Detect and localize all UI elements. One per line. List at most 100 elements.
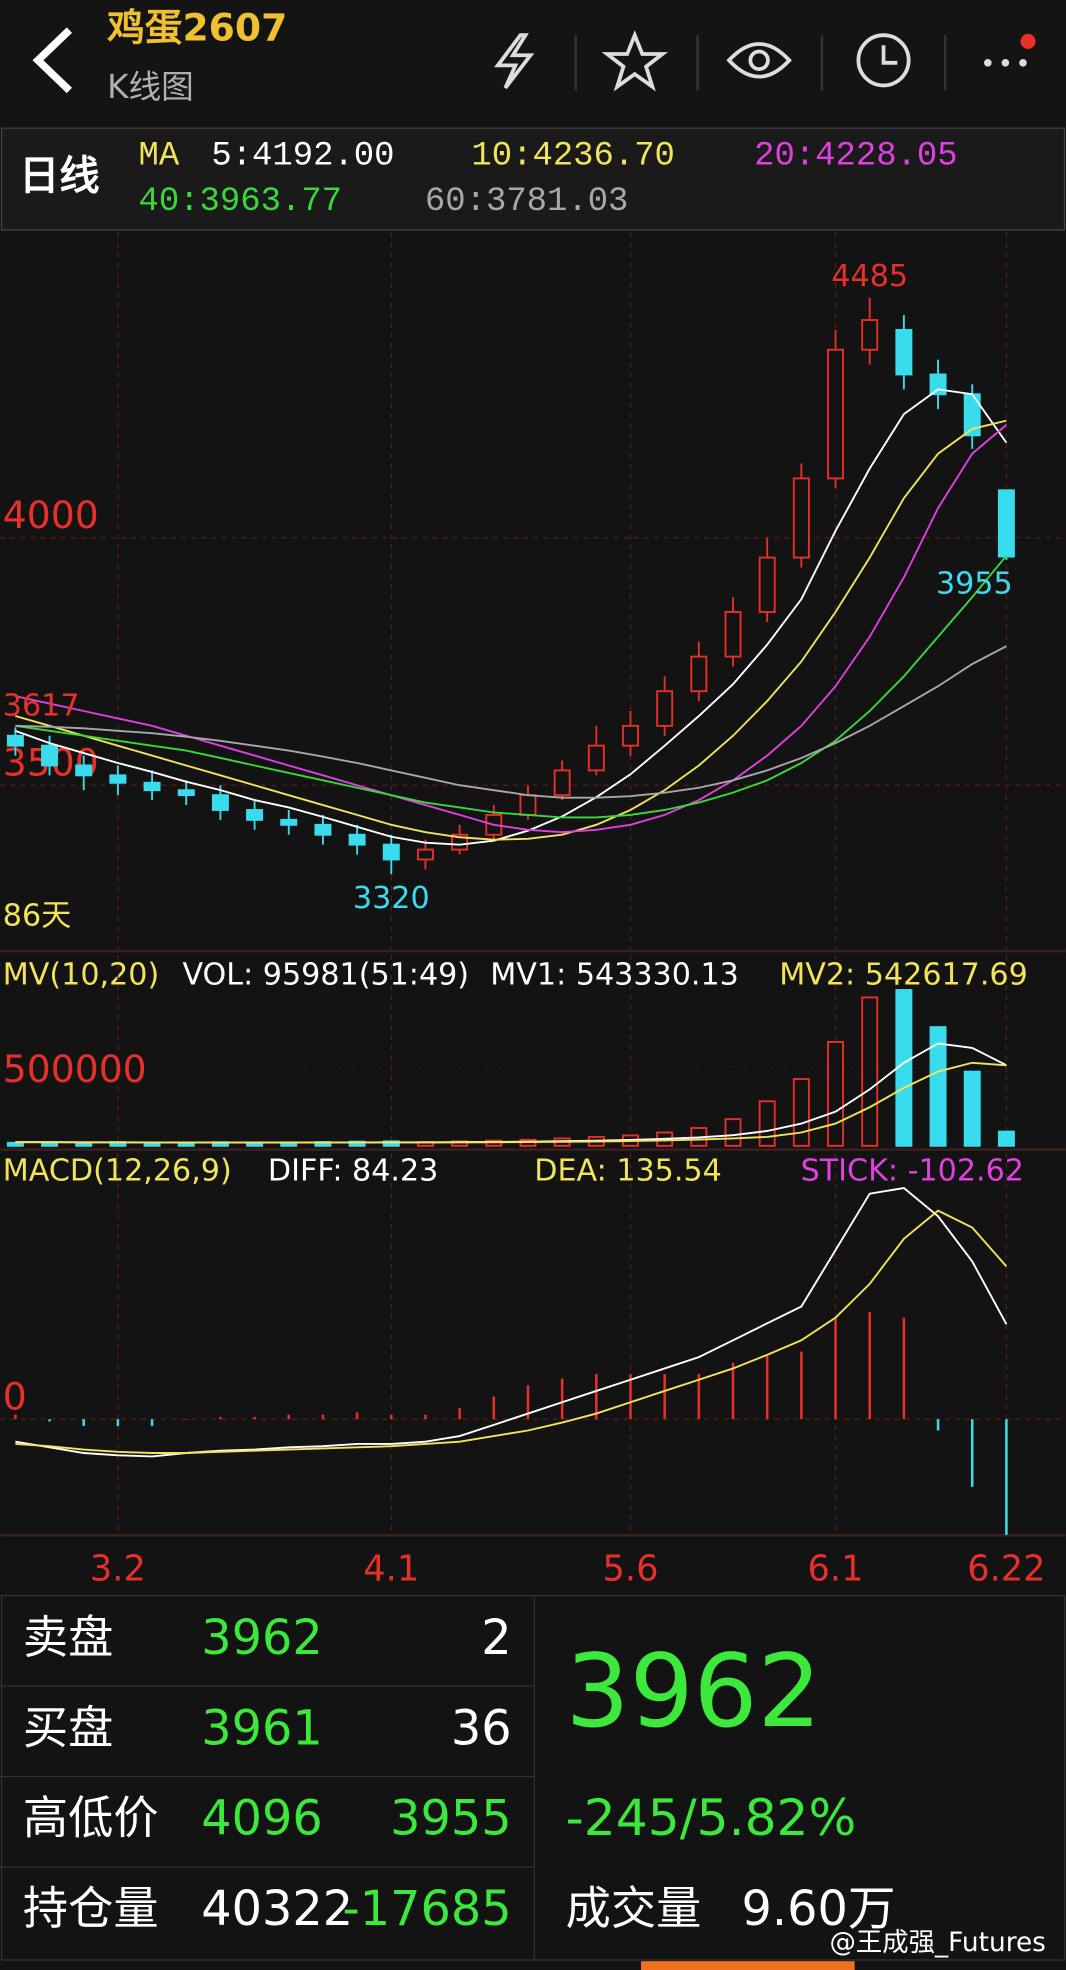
macd-stick — [458, 1407, 461, 1420]
ma-header — [0, 127, 1066, 231]
macd-stick — [800, 1351, 803, 1420]
ma-line — [15, 419, 1007, 841]
macd-legend: DEA: 135.54 — [534, 1154, 722, 1189]
macd-stick — [834, 1317, 837, 1420]
macd-stick — [82, 1419, 85, 1426]
macd-line — [15, 1209, 1008, 1454]
macd-stick — [321, 1414, 325, 1420]
candle-body — [929, 373, 947, 396]
flash-icon[interactable] — [494, 33, 535, 90]
macd-stick — [970, 1419, 974, 1487]
macd-stick — [390, 1414, 393, 1420]
candle-body — [314, 823, 332, 836]
ma-legend: 60:3781.03 — [425, 183, 628, 221]
candle-body — [75, 764, 93, 777]
low-price: 3955 — [390, 1792, 511, 1847]
volume-bar — [724, 1118, 742, 1147]
macd-stick — [219, 1416, 222, 1420]
more-dot — [1019, 59, 1027, 67]
back-button[interactable] — [32, 27, 73, 94]
macd-stick — [560, 1378, 564, 1420]
volume-bar — [929, 1026, 947, 1147]
macd-stick — [150, 1419, 154, 1426]
candle-body — [280, 818, 298, 826]
macd-stick — [526, 1385, 530, 1420]
more-icon[interactable] — [984, 59, 992, 67]
candle-body — [622, 724, 639, 747]
clock-icon[interactable] — [856, 33, 911, 88]
watermark: @王成强_Futures — [830, 1928, 1046, 1958]
price-annotation: 3617 — [3, 689, 80, 724]
price-annotation: 3320 — [353, 881, 430, 916]
candle-body — [382, 843, 400, 861]
candle-body — [827, 348, 845, 480]
ma-label: MA — [138, 138, 179, 176]
x-tick-label: 6.22 — [967, 1548, 1045, 1589]
macd-stick — [902, 1317, 906, 1420]
macd-stick — [48, 1419, 51, 1422]
candle-body — [177, 789, 195, 797]
ma-legend: 10:4236.70 — [471, 138, 674, 176]
macd-stick — [14, 1414, 17, 1420]
clock-hands — [881, 45, 898, 65]
row-label: 卖盘 — [23, 1611, 113, 1664]
candle-body — [246, 809, 264, 821]
x-tick-label: 5.6 — [603, 1548, 659, 1589]
macd-stick — [287, 1414, 291, 1420]
app-subtitle: K线图 — [107, 68, 194, 106]
price-change: -245/5.82% — [566, 1788, 857, 1847]
volume-legend: MV2: 542617.69 — [779, 958, 1028, 993]
row-label: 高低价 — [23, 1792, 159, 1845]
volume-bar — [997, 1130, 1015, 1147]
volume-bar — [758, 1100, 776, 1147]
volume-bar — [792, 1078, 810, 1147]
candle-body — [6, 734, 24, 747]
oi-change: -17685 — [343, 1882, 512, 1937]
candle-body — [895, 328, 913, 376]
macd-stick — [936, 1419, 940, 1431]
macd-stick — [184, 1419, 188, 1420]
volume-ma-line — [15, 1042, 1007, 1144]
app-title: 鸡蛋2607 — [106, 6, 287, 50]
days-label: 86天 — [3, 899, 72, 934]
candle-body — [792, 477, 810, 559]
volume-stat: VOL: 95981(51:49) — [182, 958, 469, 993]
macd-stick — [868, 1312, 871, 1420]
volume-ma-line — [15, 1061, 1007, 1144]
candle-body — [724, 611, 742, 658]
candle-body — [690, 655, 708, 693]
candle-body — [143, 781, 161, 792]
period: 日线 — [19, 153, 99, 199]
row-label: 持仓量 — [23, 1882, 159, 1935]
macd-stick — [697, 1374, 701, 1420]
macd-stick — [629, 1374, 632, 1420]
volume-legend: MV1: 543330.13 — [490, 958, 739, 993]
ma-line — [15, 645, 1007, 799]
eye-icon[interactable] — [726, 42, 792, 79]
star-icon[interactable] — [601, 30, 668, 92]
candle-body — [587, 744, 605, 772]
volume-value: 9.60万 — [742, 1882, 896, 1937]
candle-body — [758, 556, 776, 613]
badge — [1020, 33, 1036, 49]
row-label: 买盘 — [23, 1701, 113, 1754]
scroll-indicator — [641, 1961, 855, 1970]
candle-body — [861, 319, 879, 351]
macd-stick — [492, 1396, 496, 1420]
volume-bar — [6, 1141, 24, 1147]
more-dot — [1001, 59, 1010, 67]
candle-body — [519, 794, 537, 816]
ma-line — [15, 555, 1008, 819]
macd-stick — [253, 1416, 256, 1420]
volume-label: 成交量 — [566, 1882, 702, 1935]
ma-legend: 20:4228.05 — [754, 138, 957, 176]
macd-legend: STICK: -102.62 — [801, 1154, 1024, 1189]
volume-bar — [861, 996, 879, 1147]
y-tick-label: 0 — [3, 1375, 27, 1419]
macd-line — [15, 1187, 1008, 1458]
macd-stick — [595, 1374, 598, 1420]
y-tick-label: 500000 — [3, 1047, 147, 1091]
x-tick-label: 6.1 — [808, 1548, 864, 1589]
